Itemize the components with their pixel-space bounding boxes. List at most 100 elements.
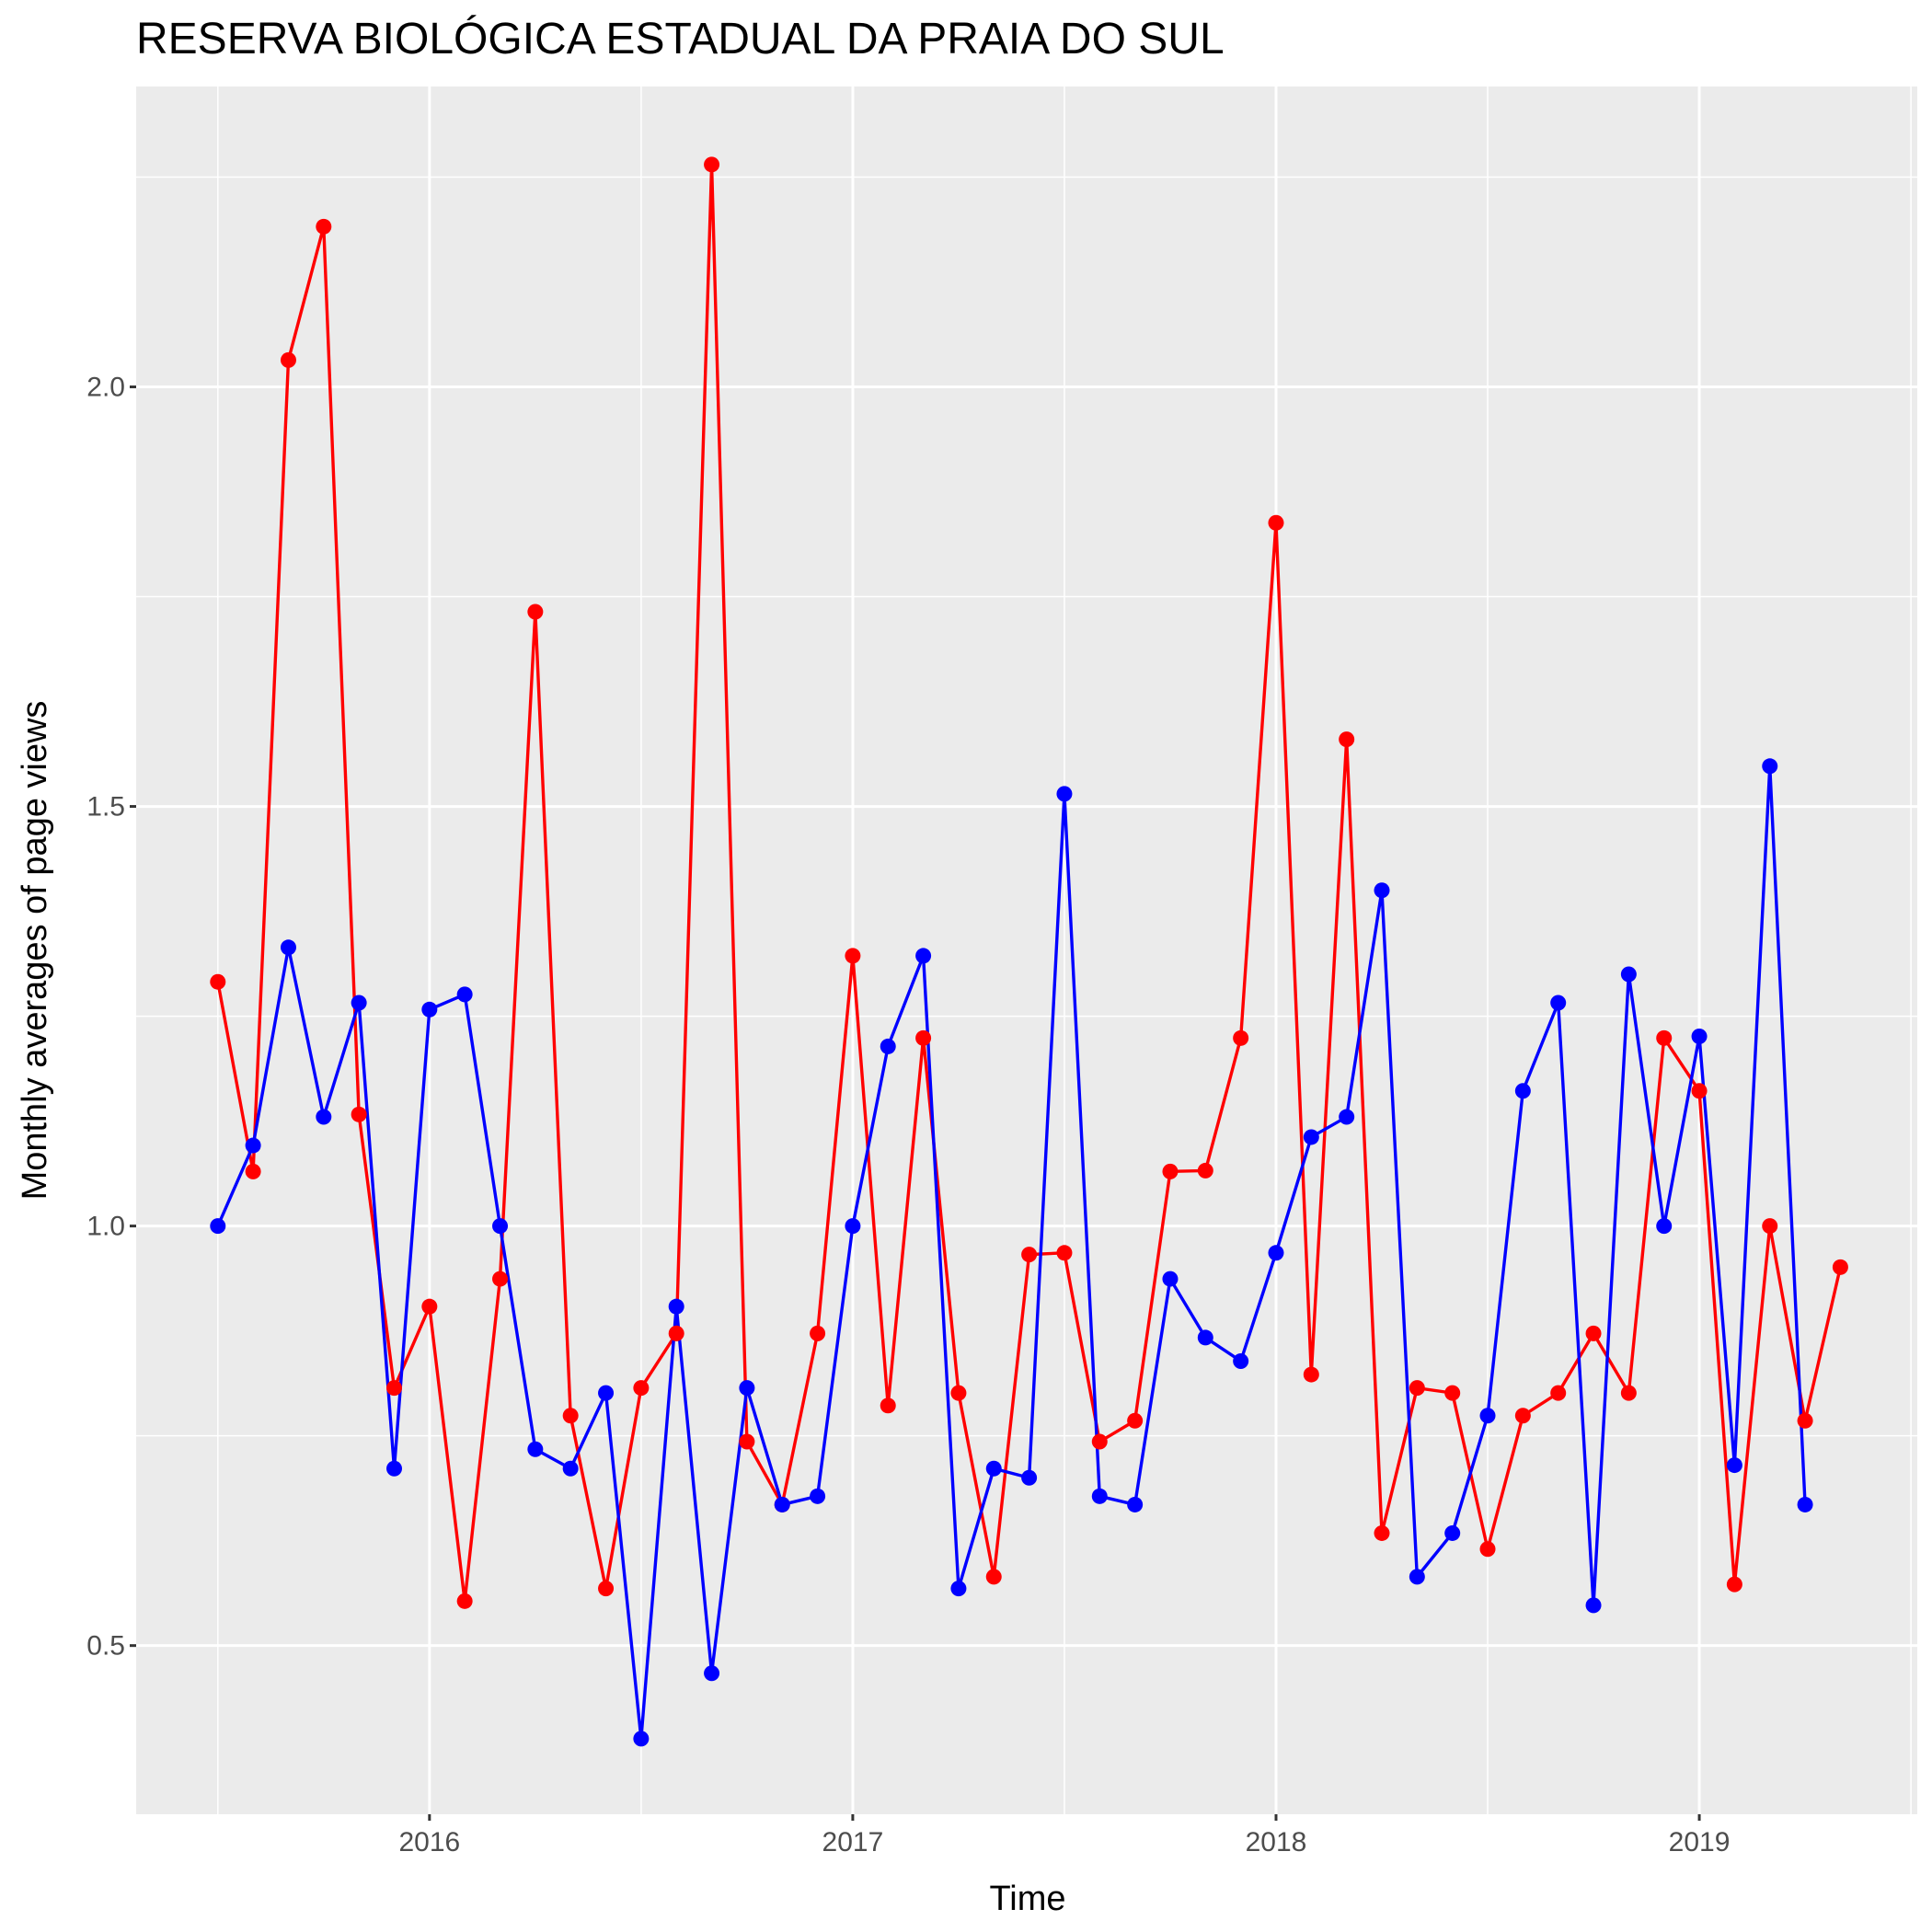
data-point (1303, 1366, 1319, 1383)
data-point (492, 1218, 509, 1235)
data-point (985, 1569, 1002, 1585)
data-point (421, 1001, 438, 1018)
data-point (1797, 1412, 1813, 1429)
data-point (1339, 731, 1355, 748)
data-point (704, 156, 720, 173)
data-point (386, 1460, 403, 1477)
data-point (845, 1218, 861, 1235)
data-point (633, 1380, 650, 1397)
data-point (633, 1731, 650, 1747)
data-point (351, 1106, 367, 1122)
data-point (950, 1581, 967, 1597)
data-point (245, 1163, 261, 1179)
y-tick-label: 0.5 (86, 1631, 125, 1662)
data-point (1233, 1352, 1249, 1369)
data-point (1514, 1083, 1531, 1099)
chart-title: RESERVA BIOLÓGICA ESTADUAL DA PRAIA DO S… (136, 14, 1225, 63)
data-point (562, 1408, 579, 1424)
data-point (421, 1298, 438, 1315)
data-point (1726, 1576, 1742, 1593)
data-point (915, 1029, 932, 1046)
data-point (1797, 1496, 1813, 1512)
data-point (527, 1441, 544, 1457)
data-point (1585, 1325, 1602, 1341)
data-point (316, 218, 332, 235)
x-tick-label: 2016 (398, 1827, 460, 1857)
data-point (1091, 1488, 1108, 1504)
data-point (1656, 1218, 1673, 1235)
data-point (1374, 1524, 1390, 1541)
data-point (950, 1385, 967, 1401)
y-tick-label: 1.5 (86, 792, 125, 822)
data-point (562, 1460, 579, 1477)
x-axis-title: Time (989, 1880, 1065, 1918)
x-tick-label: 2018 (1246, 1827, 1307, 1857)
data-point (492, 1271, 509, 1287)
plot-panel (136, 86, 1917, 1814)
data-point (1585, 1597, 1602, 1614)
data-point (1832, 1259, 1848, 1275)
data-point (1268, 1245, 1284, 1261)
data-point (1620, 1385, 1637, 1401)
data-point (1056, 1245, 1073, 1261)
data-point (1374, 882, 1390, 899)
data-point (1056, 786, 1073, 802)
data-point (386, 1380, 403, 1397)
data-point (1021, 1469, 1038, 1486)
data-point (316, 1109, 332, 1125)
data-point (915, 948, 932, 964)
data-point (1550, 1385, 1567, 1401)
data-point (1550, 995, 1567, 1011)
data-point (880, 1038, 896, 1054)
data-point (1162, 1271, 1179, 1287)
data-point (1691, 1028, 1708, 1044)
data-point (810, 1488, 826, 1504)
data-point (1514, 1408, 1531, 1424)
y-axis-title: Monthly averages of page views (16, 701, 54, 1201)
data-point (1726, 1457, 1742, 1474)
data-point (245, 1137, 261, 1154)
data-point (1303, 1129, 1319, 1145)
data-point (1127, 1496, 1144, 1512)
data-point (1233, 1029, 1249, 1046)
data-point (704, 1665, 720, 1682)
data-point (880, 1397, 896, 1414)
data-point (1444, 1524, 1461, 1541)
data-point (810, 1325, 826, 1341)
y-tick-label: 1.0 (86, 1212, 125, 1242)
data-point (1197, 1162, 1213, 1179)
data-point (1409, 1569, 1425, 1585)
data-point (1127, 1412, 1144, 1429)
data-point (739, 1380, 755, 1397)
data-point (668, 1325, 684, 1341)
series-line (216, 765, 1807, 1741)
data-point (985, 1460, 1002, 1477)
data-point (1091, 1433, 1108, 1450)
data-point (668, 1298, 684, 1315)
data-point (1444, 1385, 1461, 1401)
data-point (1162, 1163, 1179, 1179)
data-point (1762, 758, 1778, 775)
data-point (456, 1593, 473, 1609)
data-point (1479, 1408, 1496, 1424)
data-point (280, 351, 296, 368)
y-tick-label: 2.0 (86, 373, 125, 403)
data-point (456, 986, 473, 1003)
data-point (351, 995, 367, 1011)
data-point (1021, 1247, 1038, 1263)
data-point (1197, 1329, 1213, 1346)
data-point (774, 1496, 790, 1512)
data-point (210, 973, 226, 990)
data-point (1762, 1218, 1778, 1235)
data-point (1339, 1109, 1355, 1125)
data-point (1691, 1083, 1708, 1099)
data-point (1656, 1029, 1673, 1046)
data-point (598, 1385, 615, 1401)
data-point (210, 1218, 226, 1235)
data-point (280, 939, 296, 956)
data-point (1479, 1541, 1496, 1558)
x-tick-label: 2019 (1669, 1827, 1731, 1857)
data-point (598, 1581, 615, 1597)
data-point (739, 1433, 755, 1450)
